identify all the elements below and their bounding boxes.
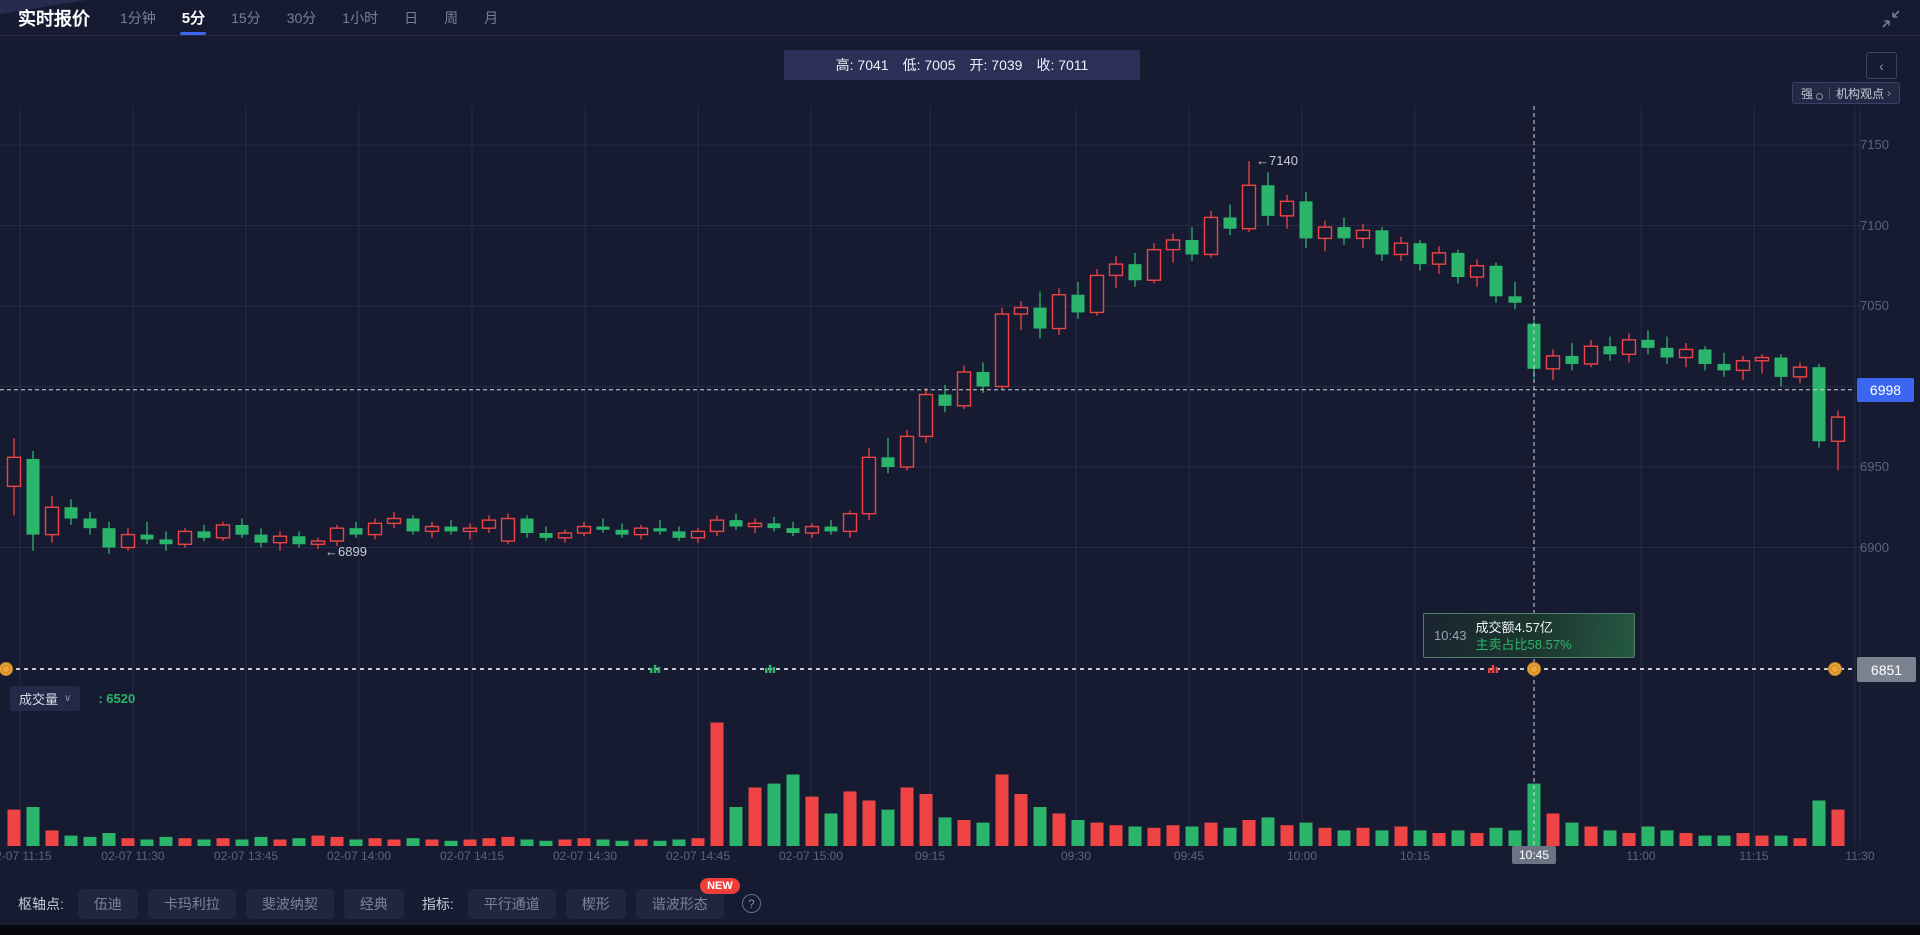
crosshair-time-badge: 10:45 <box>1511 846 1557 864</box>
tab-15分[interactable]: 15分 <box>231 9 261 26</box>
x-axis-label: 02-07 15:00 <box>778 849 844 863</box>
y-axis-label: 7100 <box>1860 217 1889 233</box>
chart-region: 高: 7041 低: 7005 开: 7039 收: 7011 ‹ 强 机构观点 › … <box>0 36 1920 868</box>
toolbar-button-楔形[interactable]: 楔形 <box>565 888 626 919</box>
viewpoint-label: 机构观点 <box>1835 86 1884 101</box>
y-axis-label: 6950 <box>1860 459 1889 474</box>
y-axis-label: 7150 <box>1860 137 1889 152</box>
ohlc-item: 低: 7005 <box>902 57 956 73</box>
indicator-label: 指标: <box>421 895 454 912</box>
sentiment-badges: 强 机构观点 › <box>1791 82 1900 104</box>
collapse-panel-button[interactable]: ‹ <box>1866 52 1897 79</box>
new-badge: NEW <box>700 877 740 894</box>
ohlc-item: 收: 7011 <box>1036 57 1089 73</box>
x-axis-label: 10:00 <box>1286 849 1318 863</box>
bottom-price-badge: 6851 <box>1857 657 1916 682</box>
tab-1小时[interactable]: 1小时 <box>342 9 379 26</box>
x-axis-label: 09:45 <box>1173 849 1205 863</box>
x-axis-label: 10:15 <box>1399 849 1431 863</box>
tab-5分[interactable]: 5分 <box>182 1 205 34</box>
x-axis-label: 11:30 <box>1845 849 1875 863</box>
compress-icon <box>1882 10 1900 28</box>
x-axis-label: 02-07 14:30 <box>552 849 618 863</box>
compress-button[interactable] <box>1880 8 1902 35</box>
toolbar-button-谐波形态[interactable]: 谐波形态 NEW <box>635 877 740 919</box>
x-axis-label: 02-07 13:45 <box>213 849 279 863</box>
ohlc-item: 高: 7041 <box>835 57 889 73</box>
x-axis-label: 09:30 <box>1060 849 1092 863</box>
tooltip-time: 10:43 <box>1434 628 1467 643</box>
toolbar-button-平行通道[interactable]: 平行通道 <box>467 888 556 919</box>
y-axis-label: 7050 <box>1860 298 1889 313</box>
toolbar-button-伍迪[interactable]: 伍迪 <box>77 888 138 919</box>
drawing-toolbar: 枢轴点: 伍迪 卡玛利拉 斐波纳契 经典 指标: 平行通道 楔形 谐波形态 NEW ? <box>0 868 1920 925</box>
y-axis-label: 6900 <box>1860 539 1889 555</box>
tooltip-turnover: 成交额4.57亿 <box>1475 619 1553 635</box>
volume-label: 成交量 <box>19 692 59 707</box>
tab-日[interactable]: 日 <box>404 9 419 26</box>
ohlc-tooltip-bar: 高: 7041 低: 7005 开: 7039 收: 7011 <box>784 50 1140 80</box>
tooltip-sell-ratio: 主卖占比58.57% <box>1475 636 1572 652</box>
chevron-down-icon: ∨ <box>64 693 72 704</box>
x-axis-label: 02-07 11:30 <box>101 849 165 863</box>
toolbar-button-斐波纳契[interactable]: 斐波纳契 <box>245 888 334 919</box>
corner-decoration <box>0 0 86 14</box>
crosshair-price-badge: 6998 <box>1857 377 1914 402</box>
pivot-buttons: 伍迪 卡玛利拉 斐波纳契 经典 <box>77 888 404 919</box>
top-bar: 实时报价 1分钟 5分 15分 30分 1小时 日 周 月 <box>0 0 1920 36</box>
tab-周[interactable]: 周 <box>444 9 459 26</box>
low-price-annotation: ←6899 <box>325 544 367 560</box>
volume-value: : 6520 <box>98 691 136 706</box>
x-axis-label: 02-07 11:15 <box>0 849 52 863</box>
crosshair-info-tooltip: 10:43 成交额4.57亿 主卖占比58.57% <box>1423 613 1635 658</box>
tab-1分钟[interactable]: 1分钟 <box>120 9 156 26</box>
candlestick-chart[interactable] <box>0 36 1920 868</box>
x-axis-label: 02-07 14:00 <box>326 849 392 863</box>
timeframe-tabs: 1分钟 5分 15分 30分 1小时 日 周 月 <box>120 1 498 34</box>
question-icon: ? <box>747 896 755 911</box>
tab-月[interactable]: 月 <box>484 9 499 26</box>
help-button[interactable]: ? <box>741 894 761 913</box>
institution-viewpoint-link[interactable]: 机构观点 › <box>1836 85 1891 102</box>
bottom-strip <box>0 925 1920 935</box>
x-axis-label: 02-07 14:45 <box>665 849 731 863</box>
volume-indicator-dropdown[interactable]: 成交量 ∨ <box>10 686 81 711</box>
pivot-label: 枢轴点: <box>18 895 64 912</box>
strength-badge: 强 <box>1800 86 1813 101</box>
high-price-annotation: ←7140 <box>1256 153 1298 169</box>
chevron-left-icon: ‹ <box>1879 57 1884 74</box>
page-title: 实时报价 <box>18 8 90 29</box>
info-ring-icon <box>1815 92 1823 100</box>
ohlc-item: 开: 7039 <box>969 57 1023 73</box>
x-axis-label: 02-07 14:15 <box>439 849 505 863</box>
indicator-buttons: 平行通道 楔形 谐波形态 NEW <box>467 877 740 919</box>
toolbar-button-卡玛利拉[interactable]: 卡玛利拉 <box>147 888 236 919</box>
chevron-right-icon: › <box>1887 86 1891 100</box>
x-axis-label: 11:00 <box>1626 849 1656 863</box>
toolbar-button-经典[interactable]: 经典 <box>343 888 404 919</box>
x-axis-label: 09:15 <box>914 849 946 863</box>
x-axis-label: 11:15 <box>1739 849 1769 863</box>
divider <box>1828 87 1830 99</box>
volume-pane-header: 成交量 ∨ : 6520 <box>10 686 135 711</box>
tab-30分[interactable]: 30分 <box>286 9 317 26</box>
